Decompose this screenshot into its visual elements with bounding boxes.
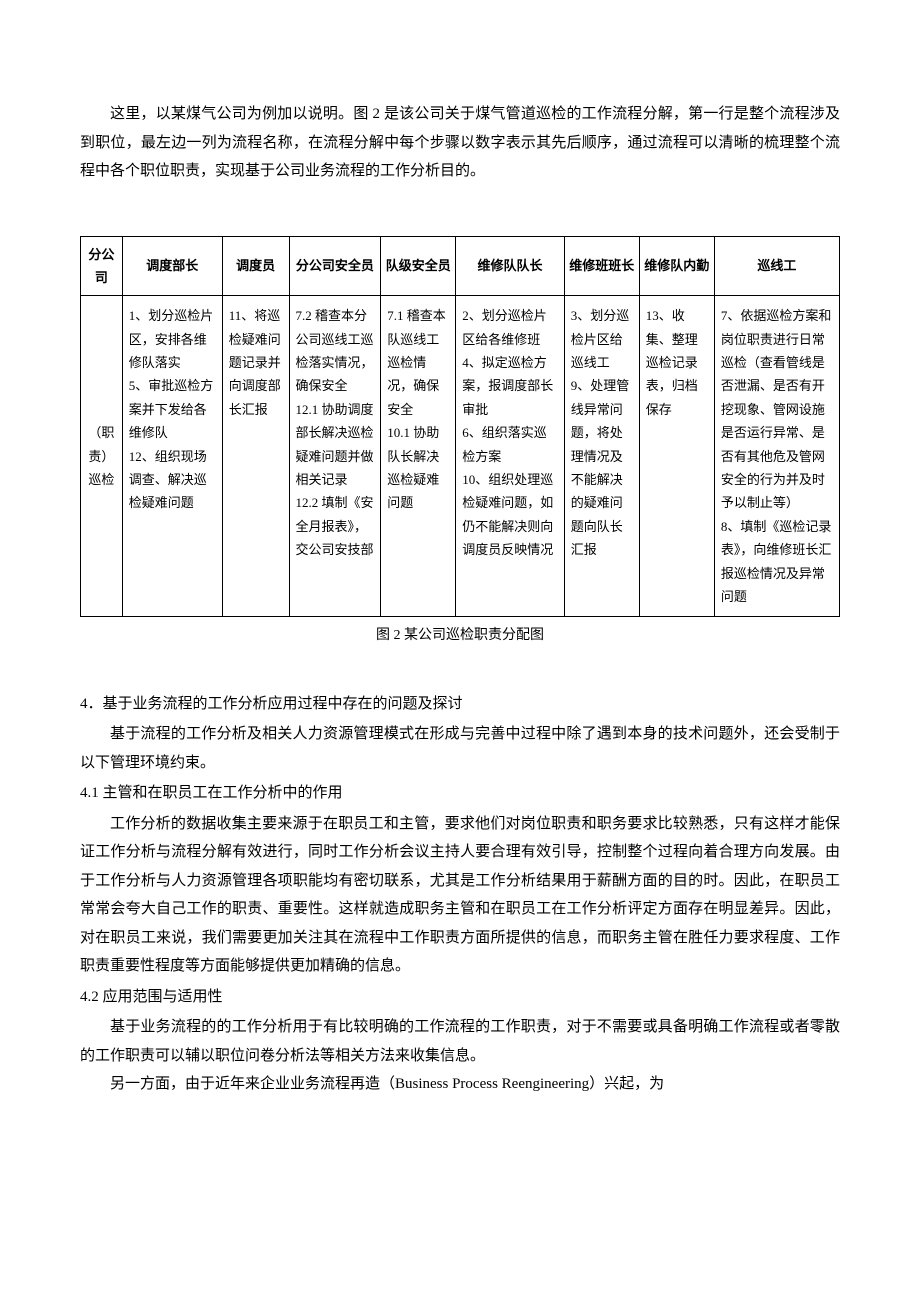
cell-3: 7.1 稽查本队巡线工巡检情况，确保安全10.1 协助队长解决巡检疑难问题 [381, 296, 456, 617]
cell-5: 3、划分巡检片区给巡线工9、处理管线异常问题，将处理情况及不能解决的疑难问题向队… [564, 296, 639, 617]
figure-caption: 图 2 某公司巡检职责分配图 [80, 623, 840, 650]
header-col-1: 调度部长 [122, 236, 222, 296]
header-col-3: 分公司安全员 [289, 236, 381, 296]
header-col-8: 巡线工 [714, 236, 839, 296]
cell-0: 1、划分巡检片区，安排各维修队落实5、审批巡检方案并下发给各维修队12、组织现场… [122, 296, 222, 617]
section-4-2-title: 4.2 应用范围与适用性 [80, 983, 840, 1012]
cell-6: 13、收集、整理巡检记录表，归档保存 [639, 296, 714, 617]
table-body-row: （职责）巡检 1、划分巡检片区，安排各维修队落实5、审批巡检方案并下发给各维修队… [81, 296, 840, 617]
header-col-0: 分公司 [81, 236, 123, 296]
section-4-1-title: 4.1 主管和在职员工在工作分析中的作用 [80, 779, 840, 808]
section-4-title: 4．基于业务流程的工作分析应用过程中存在的问题及探讨 [80, 690, 840, 719]
section-4-1-body: 工作分析的数据收集主要来源于在职员工和主管，要求他们对岗位职责和职务要求比较熟悉… [80, 810, 840, 981]
header-col-5: 维修队队长 [456, 236, 564, 296]
row-label: （职责）巡检 [81, 296, 123, 617]
cell-4: 2、划分巡检片区给各维修班4、拟定巡检方案，报调度部长审批6、组织落实巡检方案1… [456, 296, 564, 617]
section-4-intro: 基于流程的工作分析及相关人力资源管理模式在形成与完善中过程中除了遇到本身的技术问… [80, 720, 840, 777]
section-4-2-body-2: 另一方面，由于近年来企业业务流程再造（Business Process Reen… [80, 1070, 840, 1099]
header-col-7: 维修队内勤 [639, 236, 714, 296]
cell-7: 7、依据巡检方案和岗位职责进行日常巡检（查看管线是否泄漏、是否有开挖现象、管网设… [714, 296, 839, 617]
table-header-row: 分公司 调度部长 调度员 分公司安全员 队级安全员 维修队队长 维修班班长 维修… [81, 236, 840, 296]
section-4-2-body-1: 基于业务流程的的工作分析用于有比较明确的工作流程的工作职责，对于不需要或具备明确… [80, 1013, 840, 1070]
header-col-2: 调度员 [222, 236, 289, 296]
header-col-4: 队级安全员 [381, 236, 456, 296]
header-col-6: 维修班班长 [564, 236, 639, 296]
cell-2: 7.2 稽查本分公司巡线工巡检落实情况，确保安全12.1 协助调度部长解决巡检疑… [289, 296, 381, 617]
cell-1: 11、将巡检疑难问题记录并向调度部长汇报 [222, 296, 289, 617]
intro-paragraph: 这里，以某煤气公司为例加以说明。图 2 是该公司关于煤气管道巡检的工作流程分解，… [80, 100, 840, 186]
responsibility-table: 分公司 调度部长 调度员 分公司安全员 队级安全员 维修队队长 维修班班长 维修… [80, 236, 840, 618]
